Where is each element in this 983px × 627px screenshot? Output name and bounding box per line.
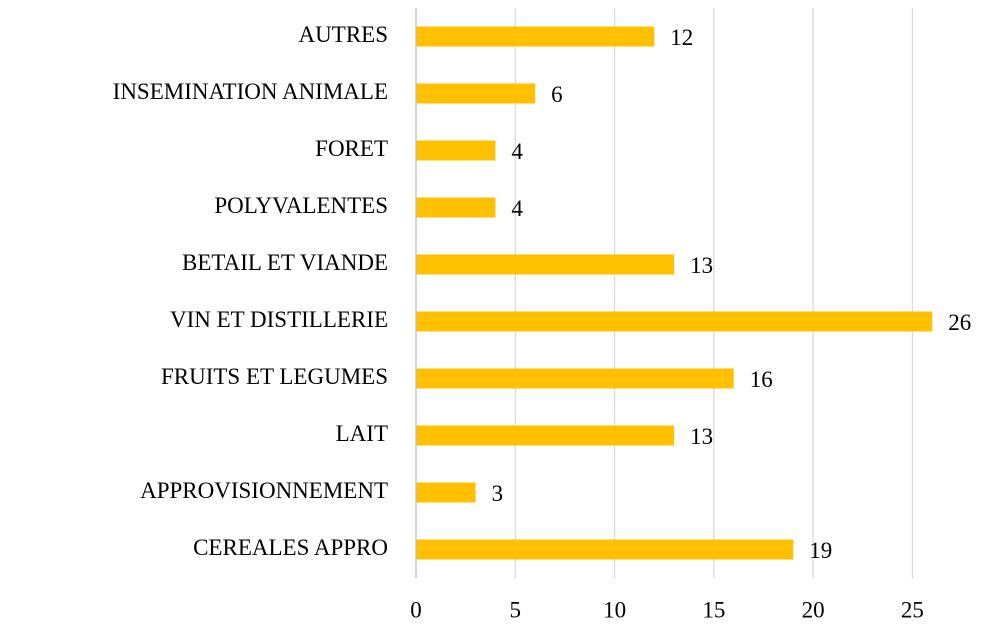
data-label: 13 [690,253,713,278]
data-label: 4 [511,196,523,221]
data-label: 6 [551,82,563,107]
x-tick-label: 20 [802,597,825,622]
data-label: 16 [750,367,773,392]
x-tick-label: 15 [702,597,725,622]
x-tick-label: 5 [510,597,522,622]
data-label: 12 [670,25,693,50]
y-tick-label: VIN ET DISTILLERIE [170,307,388,332]
data-label: 19 [809,538,832,563]
y-tick-label: AUTRES [299,22,388,47]
data-label: 13 [690,424,713,449]
y-tick-label: POLYVALENTES [214,193,388,218]
x-tick-label: 0 [410,597,422,622]
bar [416,539,794,560]
bar [416,83,536,104]
bar [416,368,734,389]
x-tick-label: 25 [901,597,924,622]
y-tick-label: APPROVISIONNEMENT [140,478,388,503]
bar [416,140,496,161]
y-tick-label: CEREALES APPRO [193,535,388,560]
bar [416,482,476,503]
bar [416,26,655,47]
data-label: 4 [511,139,523,164]
y-tick-label: LAIT [336,421,388,446]
bar [416,425,675,446]
y-tick-label: BETAIL ET VIANDE [182,250,388,275]
x-tick-label: 10 [603,597,626,622]
data-label: 26 [948,310,971,335]
data-label: 3 [492,481,504,506]
bar [416,197,496,218]
y-tick-label: FORET [315,136,388,161]
y-tick-label: INSEMINATION ANIMALE [113,79,388,104]
y-tick-label: FRUITS ET LEGUMES [161,364,388,389]
bar [416,311,933,332]
bar [416,254,675,275]
